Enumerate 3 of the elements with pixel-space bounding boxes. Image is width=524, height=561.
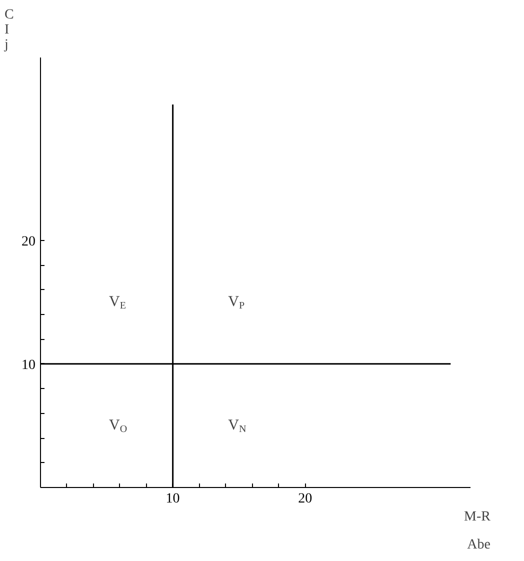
y-axis-title: CIj [4, 8, 14, 52]
text: Abe [467, 538, 491, 552]
x-axis-title: M-R [464, 510, 492, 524]
